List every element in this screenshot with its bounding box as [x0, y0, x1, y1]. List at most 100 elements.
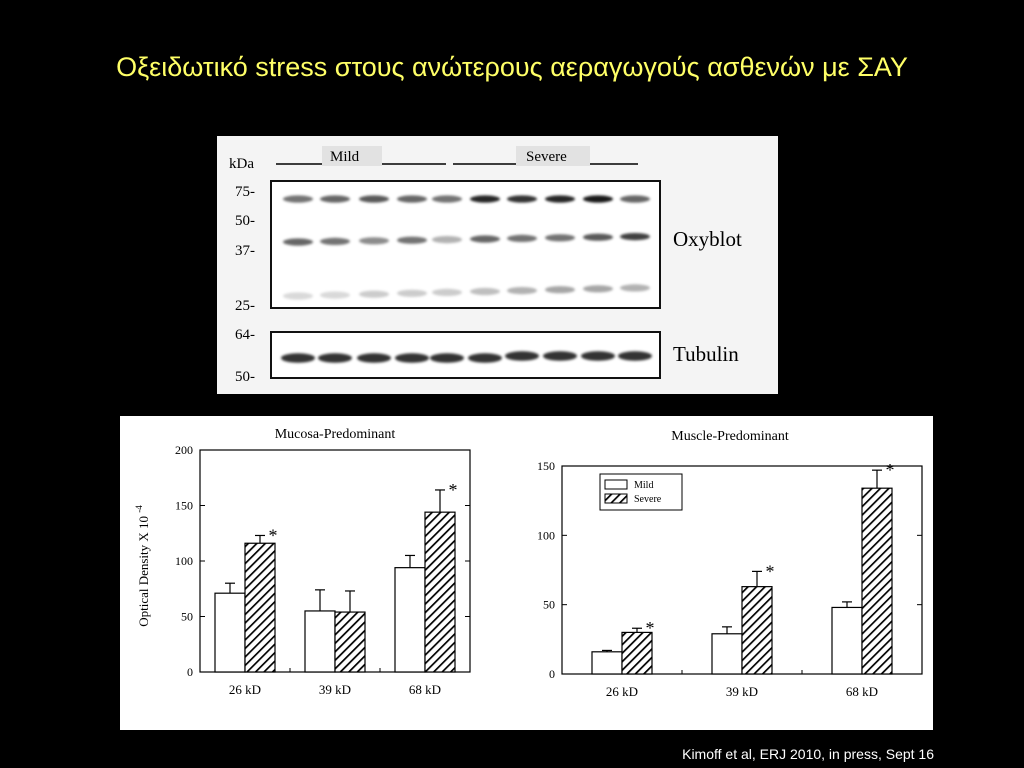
x-tick-label: 26 kD	[229, 682, 261, 697]
bar-severe	[424, 511, 456, 673]
bar-mild	[214, 592, 246, 673]
y-tick-label: 200	[175, 443, 193, 457]
bar-mild	[304, 610, 336, 673]
western-blot-image: kDa Mild Severe 75- 50- 37- 25- 64- 50- …	[229, 146, 742, 385]
oxyblot-band	[583, 285, 613, 293]
oxyblot-band	[470, 235, 500, 243]
marker-50: 50-	[235, 213, 255, 229]
mucosa-chart: Mucosa-Predominant 0 50 100 150 200 Optical De…	[134, 427, 471, 697]
mild-label-bg	[322, 146, 382, 166]
oxyblot-band	[432, 195, 462, 203]
oxyblot-band	[620, 284, 650, 292]
tubulin-band	[468, 353, 502, 363]
bar-severe	[741, 586, 773, 675]
y-tick-label: 0	[549, 667, 555, 681]
tubulin-band	[281, 353, 315, 363]
severe-label-bg	[516, 146, 590, 166]
group-label-mild: Mild	[330, 149, 360, 165]
legend-label: Mild	[634, 480, 653, 491]
oxyblot-band	[507, 287, 537, 295]
panel-label-tubulin: Tubulin	[673, 342, 739, 366]
x-tick-label: 26 kD	[606, 684, 638, 699]
tubulin-band	[318, 353, 352, 363]
oxyblot-band	[507, 195, 537, 203]
oxyblot-band	[359, 290, 389, 298]
bar-severe	[244, 542, 276, 673]
oxyblot-band	[507, 234, 537, 242]
bar-mild	[711, 633, 743, 675]
oxyblot-band	[320, 291, 350, 299]
bar-mild	[394, 567, 426, 673]
oxyblot-band	[320, 237, 350, 245]
citation: Kimoff et al, ERJ 2010, in press, Sept 1…	[682, 746, 934, 762]
tubulin-band	[357, 353, 391, 363]
x-tick-label: 68 kD	[409, 682, 441, 697]
y-tick-label: 50	[181, 610, 193, 624]
tubulin-band	[395, 353, 429, 363]
slide-title: Οξειδωτικό stress στους ανώτερους αεραγω…	[116, 52, 908, 82]
bar-mild	[831, 606, 863, 675]
oxyblot-band	[397, 236, 427, 244]
bar-charts-figure: Mucosa-Predominant 0 50 100 150 200 Optical De…	[120, 416, 933, 730]
tubulin-band	[543, 351, 577, 361]
oxyblot-band	[283, 238, 313, 246]
group-label-severe: Severe	[526, 149, 567, 165]
panel-label-oxyblot: Oxyblot	[673, 227, 742, 251]
oxyblot-band	[432, 236, 462, 244]
bar-severe	[334, 611, 366, 673]
y-tick-label: 150	[537, 459, 555, 473]
y-tick-label: 100	[175, 554, 193, 568]
oxyblot-band	[470, 195, 500, 203]
significance-marker: *	[886, 460, 895, 480]
bar-mild	[591, 651, 623, 675]
oxyblot-band	[620, 195, 650, 203]
y-tick-label: 0	[187, 665, 193, 679]
oxyblot-band	[432, 288, 462, 296]
oxyblot-band	[583, 233, 613, 241]
oxyblot-band	[320, 195, 350, 203]
oxyblot-band	[283, 195, 313, 203]
oxyblot-band	[583, 195, 613, 203]
y-tick-label: 100	[537, 528, 555, 542]
oxyblot-band	[545, 286, 575, 294]
western-blot-figure: kDa Mild Severe 75- 50- 37- 25- 64- 50- …	[217, 136, 778, 394]
x-tick-label: 39 kD	[726, 684, 758, 699]
legend-swatch	[604, 493, 628, 504]
oxyblot-band	[397, 289, 427, 297]
bar-charts-svg: Mucosa-Predominant 0 50 100 150 200 Optical De…	[134, 427, 923, 699]
marker-64: 64-	[235, 327, 255, 343]
marker-50-tubulin: 50-	[235, 369, 255, 385]
chart-title: Muscle-Predominant	[671, 429, 789, 444]
significance-marker: *	[646, 618, 655, 638]
bar-severe	[861, 487, 893, 675]
marker-75: 75-	[235, 184, 255, 200]
legend-label: Severe	[634, 494, 662, 505]
oxyblot-band	[397, 195, 427, 203]
oxyblot-bands	[283, 195, 650, 300]
tubulin-band	[505, 351, 539, 361]
y-tick-label: 150	[175, 499, 193, 513]
x-tick-label: 39 kD	[319, 682, 351, 697]
chart-title: Mucosa-Predominant	[275, 427, 396, 442]
tubulin-band	[581, 351, 615, 361]
blot-unit-label: kDa	[229, 156, 254, 172]
tubulin-band	[618, 351, 652, 361]
legend-swatch	[604, 479, 628, 490]
x-tick-label: 68 kD	[846, 684, 878, 699]
significance-marker: *	[449, 480, 458, 500]
bar-severe	[621, 631, 653, 675]
oxyblot-band	[359, 237, 389, 245]
marker-37: 37-	[235, 243, 255, 259]
oxyblot-band	[545, 195, 575, 203]
marker-25: 25-	[235, 298, 255, 314]
y-tick-label: 50	[543, 598, 555, 612]
muscle-chart: Muscle-Predominant 0 50 100 150 26 kD * 39 kD * 6…	[537, 429, 923, 699]
oxyblot-band	[470, 287, 500, 296]
y-axis-label-superscript: -4	[134, 505, 144, 513]
oxyblot-band	[620, 233, 650, 241]
significance-marker: *	[766, 561, 775, 581]
oxyblot-band	[545, 234, 575, 242]
tubulin-band	[430, 353, 464, 363]
tubulin-bands	[281, 351, 652, 363]
oxyblot-band	[283, 292, 313, 300]
